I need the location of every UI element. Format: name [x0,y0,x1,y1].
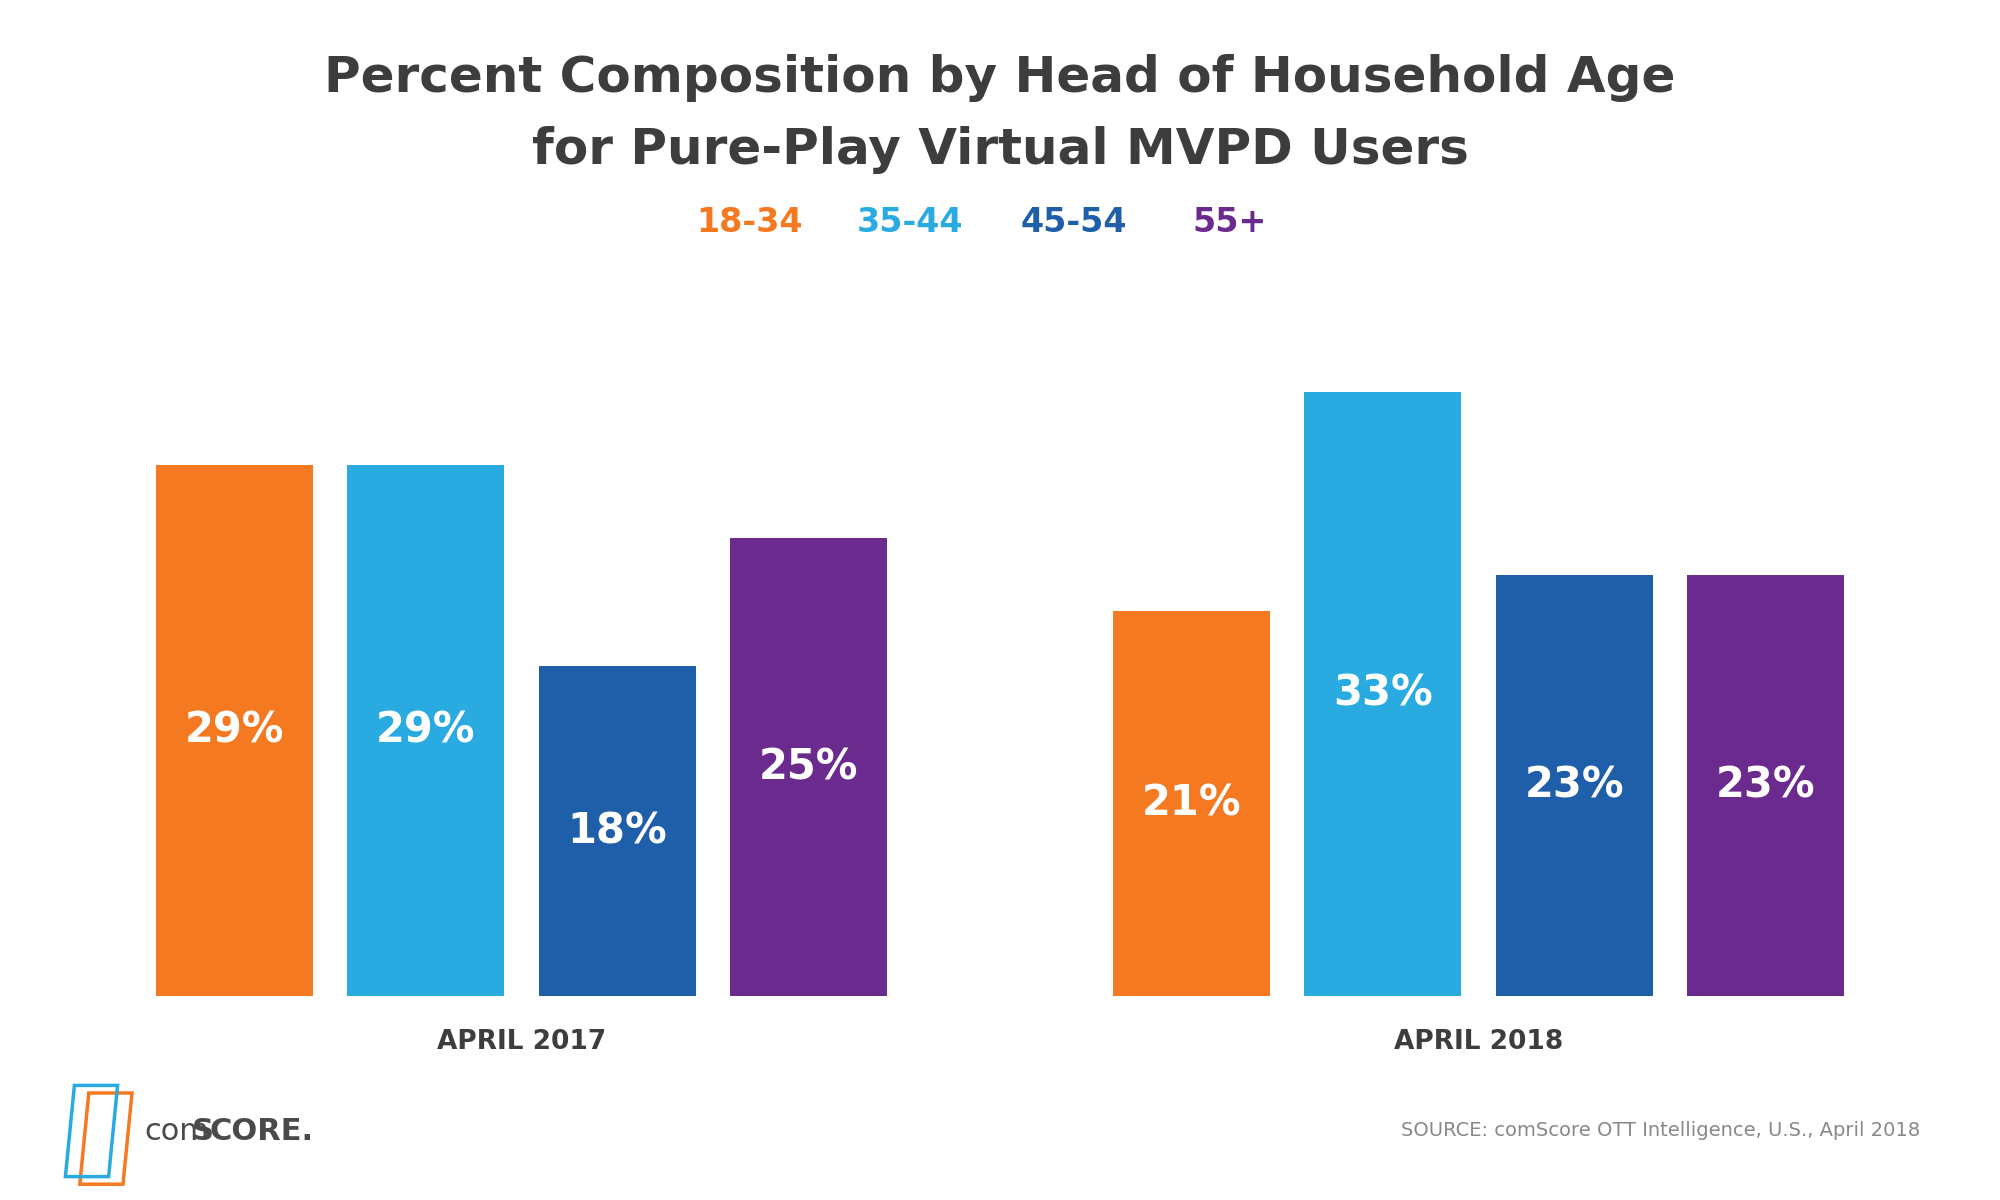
Text: APRIL 2017: APRIL 2017 [436,1028,606,1055]
Text: 55+: 55+ [1192,205,1268,239]
Bar [1496,575,1652,996]
Text: 29%: 29% [376,709,476,751]
Text: 23%: 23% [1524,764,1624,806]
Bar [348,464,504,996]
Text: 18%: 18% [568,810,666,852]
Text: 25%: 25% [758,746,858,788]
Text: 21%: 21% [1142,782,1242,824]
Bar [538,666,696,996]
Text: 45-54: 45-54 [1020,205,1128,239]
Text: 35-44: 35-44 [856,205,964,239]
Text: 29%: 29% [184,709,284,751]
Bar [1304,391,1462,996]
Text: S: S [192,1116,214,1146]
Text: Percent Composition by Head of Household Age: Percent Composition by Head of Household… [324,54,1676,102]
Text: CORE.: CORE. [210,1116,314,1146]
Bar [1112,611,1270,996]
Text: APRIL 2018: APRIL 2018 [1394,1028,1564,1055]
Bar [1688,575,1844,996]
Text: com: com [144,1116,210,1146]
Bar [730,538,888,996]
Bar [156,464,312,996]
Text: 23%: 23% [1716,764,1816,806]
Text: 18-34: 18-34 [696,205,804,239]
Text: SOURCE: comScore OTT Intelligence, U.S., April 2018: SOURCE: comScore OTT Intelligence, U.S.,… [1400,1121,1920,1140]
Text: 33%: 33% [1334,673,1432,715]
Text: for Pure-Play Virtual MVPD Users: for Pure-Play Virtual MVPD Users [532,126,1468,174]
